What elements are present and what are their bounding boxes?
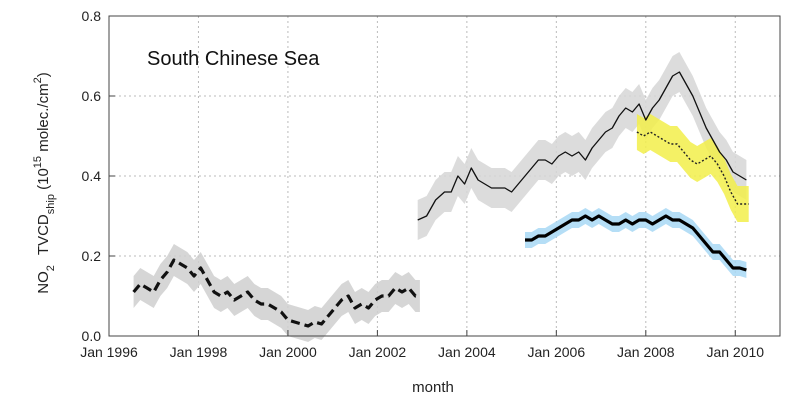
x-tick-label: Jan 1998 [170,344,228,360]
y-tick-label: 0.2 [82,248,102,264]
series-lines [132,71,749,328]
x-tick-label: Jan 2010 [706,344,764,360]
series-3-line [525,214,747,272]
x-tick-label: Jan 1996 [80,344,138,360]
y-axis-title-part5: ) [35,72,52,77]
y-tick-label: 0.6 [82,88,102,104]
y-tick-label: 0.8 [82,8,102,24]
y-axis-title-part1-sub: 2 [45,265,57,271]
series-1-line [417,71,747,221]
ticks: Jan 1996 Jan 1998 Jan 2000 Jan 2002 Jan 2004… [80,8,764,360]
y-axis-title-part4-sup: 2 [32,77,44,83]
y-tick-label: 0.4 [82,168,102,184]
x-tick-label: Jan 2008 [617,344,675,360]
series-0-line [132,258,420,328]
y-axis-title: NO2TVCDship (1015 molec./cm2) [32,72,57,293]
x-axis-title: month [412,379,454,396]
chart-title: South Chinese Sea [147,48,320,70]
y-tick-label: 0.0 [82,328,102,344]
x-tick-label: Jan 2002 [349,344,407,360]
x-tick-label: Jan 2000 [259,344,317,360]
x-tick-label: Jan 2006 [528,344,586,360]
y-axis-title-part2: TVCD [35,214,52,255]
series-0-band [133,244,420,342]
y-axis-title-part1: NO [35,271,52,294]
y-axis-title-part4: molec./cm [35,83,52,156]
y-axis-title-part2-sub: ship [45,194,57,214]
series-1-band [417,52,747,240]
series-2-line [636,131,749,205]
y-axis-title-part3-sup: 15 [32,156,44,168]
x-tick-label: Jan 2004 [438,344,496,360]
y-axis-title-part3: (10 [35,168,52,194]
